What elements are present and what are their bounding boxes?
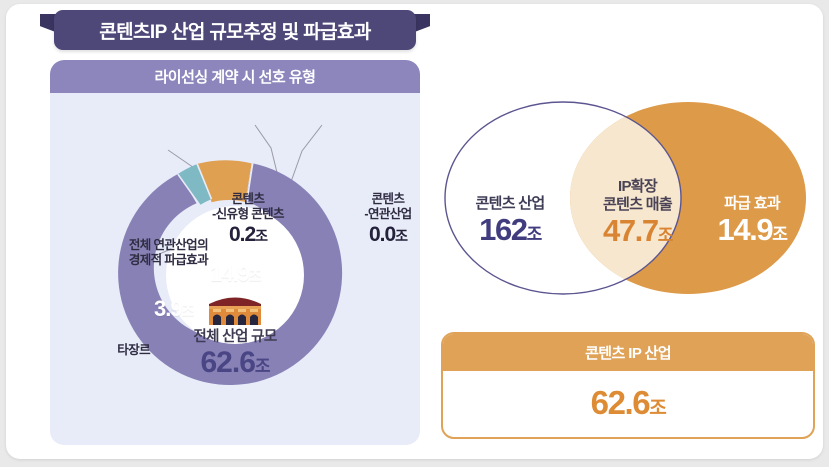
venn-caption-ip-sales-line2: 콘텐츠 매출	[603, 196, 673, 213]
venn-label-content-industry: 콘텐츠 산업 162조	[440, 195, 580, 248]
callout-related-line2: -연관산업	[364, 207, 412, 222]
callout-ripple-line1: 전체 연관산업의	[128, 238, 209, 252]
summary-header: 콘텐츠 IP 산업	[443, 334, 813, 371]
right-panel: 콘텐츠 산업 162조 IP확장 콘텐츠 매출 47.7조 파급 효과 14.9…	[430, 60, 820, 445]
donut-hole	[166, 206, 304, 344]
callout-related-industry: 콘텐츠 -연관산업 0.0조	[333, 192, 420, 247]
callout-new-type-unit: 조	[255, 227, 268, 244]
donut-center-number: 62.6	[200, 346, 255, 379]
donut-segment-same-genre	[118, 163, 343, 386]
callout-related-unit: 조	[395, 227, 408, 244]
summary-body: 62.6조	[443, 371, 813, 435]
callout-ripple-line2: 경제적 파급효과	[128, 253, 209, 268]
venn-diagram	[444, 101, 806, 295]
venn-value-content-industry: 162조	[440, 212, 580, 248]
venn-number-content-industry: 162	[479, 212, 528, 247]
venn-caption-ip-sales-line1: IP확장	[618, 178, 658, 195]
callout-other-genre-label: 타장르	[117, 343, 150, 357]
venn-overlap-region	[570, 102, 681, 294]
slice-value-ripple: 14.9조	[210, 261, 262, 287]
title-ribbon: 콘텐츠IP 산업 규모추정 및 파급효과	[40, 10, 430, 54]
donut-segment-other-genre	[177, 164, 212, 206]
venn-number-ripple-effect: 14.9	[717, 212, 774, 247]
summary-title: 콘텐츠 IP 산업	[585, 345, 671, 362]
callout-new-type-number: 0.2	[228, 222, 256, 246]
slice-value-ripple-number: 14.9	[210, 261, 250, 286]
donut-center-caption: 전체 산업 규모	[193, 329, 277, 345]
donut-gaps	[177, 163, 254, 206]
donut-center-label: 전체 산업 규모 62.6조	[145, 325, 325, 379]
left-panel: 라이선싱 계약 시 선호 유형	[50, 60, 420, 445]
donut-center-unit: 조	[254, 357, 271, 376]
summary-box: 콘텐츠 IP 산업 62.6조	[441, 332, 815, 439]
page-title: 콘텐츠IP 산업 규모추정 및 파급효과	[99, 21, 371, 43]
venn-value-ip-sales: 47.7조	[570, 213, 705, 249]
summary-number: 62.6	[590, 384, 651, 421]
venn-circle-content	[444, 101, 682, 295]
callout-new-type-line1: 콘텐츠	[231, 192, 265, 206]
donut-center-value: 62.6조	[145, 347, 325, 379]
callout-total-ripple-effect: 전체 연관산업의 경제적 파급효과	[88, 238, 209, 269]
left-panel-title: 라이선싱 계약 시 선호 유형	[154, 69, 316, 86]
callout-related-value: 0.0조	[333, 223, 420, 247]
venn-unit-ip-sales: 조	[657, 226, 674, 245]
venn-number-ip-sales: 47.7	[603, 213, 659, 248]
donut-chart: 전체 산업 규모 62.6조 콘텐츠 -신유형 콘텐츠 0.2조 콘텐츠 -연관…	[50, 93, 420, 445]
venn-label-ripple-effect: 파급 효과 14.9조	[692, 195, 812, 248]
callout-other-genre: 타장르	[88, 343, 150, 358]
venn-caption-content-industry: 콘텐츠 산업	[475, 195, 546, 212]
building-icon	[209, 297, 261, 325]
slice-value-ripple-unit: 조	[248, 268, 262, 284]
donut-svg	[118, 124, 343, 386]
callout-related-line1: 콘텐츠	[371, 192, 405, 206]
donut-segment-ripple	[197, 160, 252, 203]
left-panel-header: 라이선싱 계약 시 선호 유형	[50, 60, 420, 93]
slice-value-other-genre-number: 3.9	[154, 296, 183, 321]
infographic-card: 콘텐츠IP 산업 규모추정 및 파급효과 라이선싱 계약 시 선호 유형	[6, 4, 823, 459]
callout-new-type-line2: -신유형 콘텐츠	[212, 207, 284, 222]
summary-unit: 조	[649, 398, 667, 419]
venn-unit-ripple-effect: 조	[772, 225, 788, 244]
venn-unit-content-industry: 조	[526, 225, 543, 244]
slice-value-other-genre-unit: 조	[181, 303, 195, 319]
callout-related-number: 0.0	[368, 222, 396, 246]
venn-label-ip-sales: IP확장 콘텐츠 매출 47.7조	[570, 178, 705, 249]
callout-new-type-value: 0.2조	[173, 223, 323, 247]
callout-new-type-content: 콘텐츠 -신유형 콘텐츠 0.2조	[173, 192, 323, 247]
venn-value-ripple-effect: 14.9조	[692, 212, 812, 248]
venn-caption-ripple-effect: 파급 효과	[724, 195, 781, 212]
slice-value-other-genre: 3.9조	[154, 296, 195, 322]
summary-value: 62.6조	[590, 384, 667, 422]
title-banner: 콘텐츠IP 산업 규모추정 및 파급효과	[54, 10, 416, 50]
